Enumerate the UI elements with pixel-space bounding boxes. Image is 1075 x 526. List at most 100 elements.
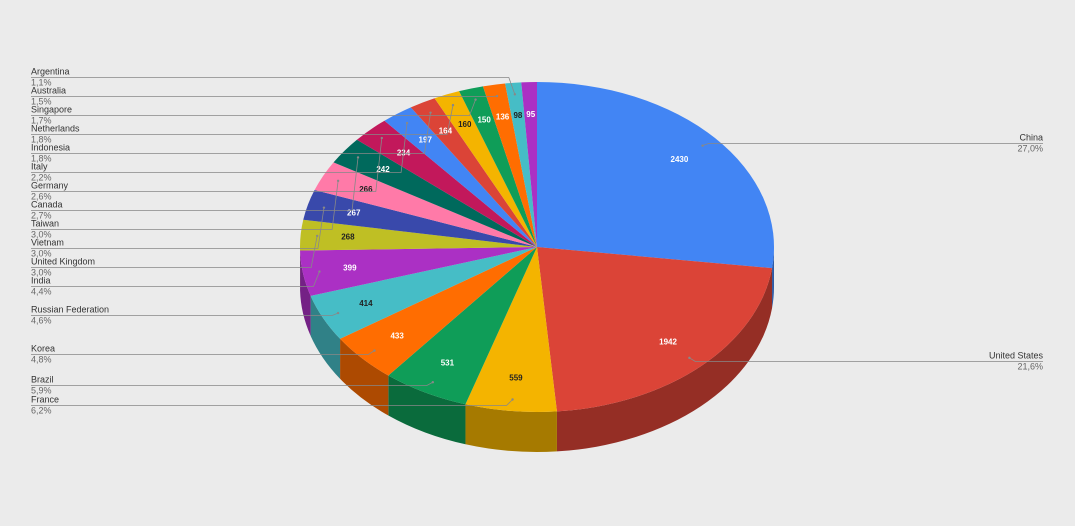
percent-label: 2,2% — [31, 172, 52, 182]
value-label: 399 — [343, 263, 357, 272]
percent-label: 1,5% — [31, 96, 52, 106]
leader-line — [31, 122, 408, 173]
slice — [537, 82, 774, 269]
slice — [314, 162, 537, 247]
category-label: Netherlands — [31, 123, 80, 133]
value-label: 1942 — [659, 337, 677, 346]
value-label: 266 — [359, 185, 373, 194]
slice — [465, 247, 557, 412]
slice-side — [310, 295, 341, 379]
category-label: Italy — [31, 161, 48, 171]
leader-line — [31, 105, 454, 135]
slice — [384, 107, 537, 247]
percent-label: 1,8% — [31, 153, 52, 163]
slice — [356, 120, 537, 247]
slice-side — [465, 404, 557, 453]
value-label: 559 — [509, 373, 523, 382]
slice — [410, 98, 537, 247]
value-label: 95 — [526, 110, 535, 119]
category-label: China — [1019, 132, 1043, 142]
value-label: 414 — [359, 299, 373, 308]
category-label: Singapore — [31, 104, 72, 114]
leader-dot — [315, 234, 319, 238]
slice — [537, 247, 773, 412]
percent-label: 3,0% — [31, 267, 52, 277]
category-label: Brazil — [31, 374, 54, 384]
slice — [333, 139, 537, 247]
percent-label: 27,0% — [1017, 143, 1043, 153]
leader-dot — [322, 206, 326, 209]
leader-line — [31, 399, 513, 406]
percent-label: 5,9% — [31, 385, 52, 395]
percent-label: 3,0% — [31, 229, 52, 239]
leader-line — [31, 207, 325, 249]
category-label: Canada — [31, 199, 63, 209]
leader-line — [31, 235, 318, 268]
percent-label: 2,7% — [31, 210, 52, 220]
leader-line — [31, 99, 476, 116]
percent-label: 4,6% — [31, 315, 52, 325]
leader-dot — [431, 381, 435, 384]
leader-dot — [701, 144, 704, 147]
percent-label: 4,8% — [31, 354, 52, 364]
leader-dot — [474, 98, 477, 101]
slice — [300, 219, 537, 251]
leader-line — [31, 180, 339, 230]
leader-line — [31, 312, 339, 316]
value-label: 98 — [513, 111, 522, 120]
leader-dot — [373, 349, 376, 352]
value-label: 150 — [477, 115, 491, 124]
leader-line — [689, 357, 1043, 362]
leader-line — [31, 350, 375, 355]
leader-dot — [495, 94, 499, 98]
category-label: United Kingdom — [31, 256, 95, 266]
leader-dot — [318, 270, 321, 273]
leader-dot — [336, 311, 340, 315]
leader-dot — [380, 136, 384, 140]
category-label: Vietnam — [31, 237, 64, 247]
leader-dot — [511, 398, 514, 401]
value-label: 164 — [439, 127, 453, 136]
percent-label: 2,6% — [31, 191, 52, 201]
slice-side — [388, 375, 466, 445]
slice — [482, 83, 537, 247]
value-label: 267 — [347, 208, 361, 217]
leader-dot — [429, 111, 432, 114]
value-label: 197 — [419, 135, 433, 144]
percent-label: 6,2% — [31, 405, 52, 415]
value-label: 531 — [441, 358, 455, 367]
slice — [521, 82, 537, 247]
leader-dot — [356, 156, 360, 159]
leader-line — [31, 157, 359, 211]
leader-line — [702, 143, 1043, 147]
percent-label: 1,8% — [31, 134, 52, 144]
leader-line — [31, 271, 320, 287]
category-label: Indonesia — [31, 142, 70, 152]
slice-side — [340, 338, 389, 416]
category-label: France — [31, 394, 59, 404]
category-label: Australia — [31, 85, 66, 95]
category-label: United States — [989, 350, 1044, 360]
value-label: 242 — [376, 165, 390, 174]
slice-side — [300, 250, 311, 336]
category-label: Argentina — [31, 66, 70, 76]
slice — [303, 190, 537, 247]
leader-dot — [513, 93, 517, 96]
leader-line — [31, 77, 516, 95]
leader-line — [31, 137, 383, 192]
leader-dot — [688, 356, 691, 360]
slice — [505, 82, 537, 247]
slice — [434, 91, 537, 247]
slice — [340, 247, 537, 376]
leader-line — [31, 381, 434, 386]
value-label: 433 — [390, 331, 404, 340]
category-label: Taiwan — [31, 218, 59, 228]
leader-dot — [405, 121, 409, 125]
category-label: Korea — [31, 343, 55, 353]
value-label: 2430 — [671, 155, 689, 164]
slice — [459, 86, 537, 248]
percent-label: 4,4% — [31, 286, 52, 296]
percent-label: 1,7% — [31, 115, 52, 125]
